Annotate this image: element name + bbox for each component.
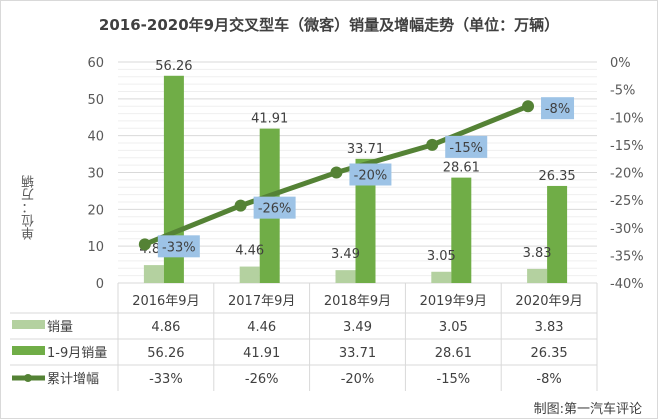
data-label-ytd-sales: 56.26	[155, 59, 192, 74]
y2-tick-label: -15%	[610, 139, 644, 154]
bar-sales	[335, 270, 356, 283]
chart-title: 2016-2020年9月交叉型车（微客）销量及增幅走势（单位：万辆）	[98, 16, 560, 34]
y-tick-label: 60	[87, 56, 104, 71]
growth-label-bg	[445, 135, 488, 158]
table-cell: -33%	[149, 372, 183, 387]
bar-sales	[527, 268, 548, 283]
y2-tick-label: -20%	[610, 167, 644, 182]
table-cell: 3.05	[439, 320, 468, 335]
data-label-growth: -33%	[162, 240, 196, 255]
growth-point	[330, 166, 343, 179]
y-tick-label: 50	[87, 93, 104, 108]
data-label-growth: -26%	[258, 202, 292, 217]
bar-ytd-sales	[355, 158, 376, 283]
legend-key-ytd-sales	[12, 346, 45, 355]
growth-point	[234, 199, 247, 212]
table-cell: 28.61	[435, 346, 472, 361]
table-cell: -8%	[536, 372, 561, 387]
source-credit: 制图:第一汽车评论	[533, 402, 642, 417]
y2-tick-label: -5%	[610, 84, 635, 99]
growth-point	[138, 238, 151, 251]
bar-ytd-sales	[451, 177, 472, 283]
table-cell: -15%	[437, 372, 471, 387]
y2-tick-label: -40%	[610, 277, 644, 292]
y2-tick-label: -10%	[610, 111, 644, 126]
bar-ytd-sales	[547, 185, 568, 283]
growth-label-bg	[157, 235, 200, 258]
y-tick-label: 10	[87, 240, 104, 255]
growth-label-bg	[349, 163, 392, 186]
table-cell: 4.86	[151, 320, 180, 335]
data-label-growth: -8%	[545, 102, 570, 117]
category-label: 2019年9月	[420, 294, 487, 309]
data-label-ytd-sales: 41.91	[251, 112, 288, 127]
bar-sales	[143, 265, 164, 283]
legend-label: 1-9月销量	[47, 346, 107, 361]
category-label: 2016年9月	[132, 294, 199, 309]
growth-label-bg	[253, 196, 296, 219]
data-label-sales: 3.05	[427, 249, 456, 264]
growth-point	[426, 138, 439, 151]
data-label-sales: 4.46	[235, 244, 264, 259]
table-cell: 3.49	[343, 320, 372, 335]
y2-tick-label: -30%	[610, 222, 644, 237]
legend-label: 销量	[47, 320, 73, 335]
table-cell: 4.46	[247, 320, 276, 335]
y2-tick-label: 0%	[610, 56, 631, 71]
table-cell: 41.91	[243, 346, 280, 361]
data-label-sales: 3.49	[331, 247, 360, 262]
y-tick-label: 30	[87, 167, 104, 182]
data-label-growth: -15%	[449, 141, 483, 156]
table-cell: -20%	[341, 372, 375, 387]
y-tick-label: 40	[87, 130, 104, 145]
data-label-sales: 3.83	[523, 246, 552, 261]
category-label: 2017年9月	[228, 294, 295, 309]
legend-key-growth-marker	[24, 374, 32, 382]
category-label: 2020年9月	[515, 294, 582, 309]
data-label-growth: -20%	[354, 169, 388, 184]
table-cell: -26%	[245, 372, 279, 387]
y-tick-label: 0	[96, 277, 104, 292]
data-label-ytd-sales: 28.61	[443, 161, 480, 176]
data-label-ytd-sales: 33.71	[347, 142, 384, 157]
growth-label-bg	[541, 97, 575, 120]
data-label-ytd-sales: 26.35	[538, 169, 575, 184]
bar-sales	[239, 266, 260, 283]
table-cell: 26.35	[530, 346, 567, 361]
y2-tick-label: -25%	[610, 194, 644, 209]
y-tick-label: 20	[87, 203, 104, 218]
table-cell: 33.71	[339, 346, 376, 361]
bar-sales	[431, 271, 452, 283]
legend-label: 累计增幅	[47, 372, 99, 387]
table-cell: 56.26	[147, 346, 184, 361]
category-label: 2018年9月	[324, 294, 391, 309]
growth-point	[522, 100, 535, 113]
y2-tick-label: -35%	[610, 249, 644, 264]
table-cell: 3.83	[535, 320, 564, 335]
legend-key-sales	[12, 320, 45, 329]
